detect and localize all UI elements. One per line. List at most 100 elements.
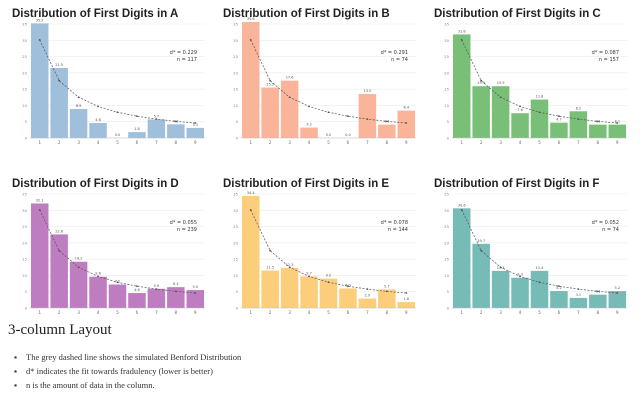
benford-point: [460, 39, 463, 41]
benford-point: [269, 249, 272, 252]
x-tick-label: 1: [38, 310, 41, 315]
n-stat: n = 74: [391, 57, 408, 63]
y-tick-label: 5: [25, 289, 28, 294]
n-stat: n = 239: [177, 227, 197, 233]
y-tick-label: 30: [444, 38, 449, 43]
bar: [147, 119, 166, 138]
x-tick-label: 1: [249, 310, 252, 315]
bar: [186, 290, 205, 308]
bar: [511, 277, 529, 308]
y-tick-label: 10: [22, 273, 27, 278]
benford-point: [577, 118, 580, 121]
chart-title: Distribution of First Digits in B: [223, 8, 390, 20]
bar: [108, 284, 127, 308]
x-tick-label: 1: [249, 140, 252, 145]
x-tick-label: 1: [38, 140, 41, 145]
bar: [241, 195, 260, 308]
x-tick-label: 8: [175, 310, 178, 315]
y-tick-label: 25: [22, 54, 27, 59]
data-label: 5.7: [384, 284, 390, 288]
chart-d-svg: 32.122.614.29.67.24.65.96.45.51234567890…: [22, 192, 205, 315]
data-label: 21.5: [55, 63, 63, 67]
bar: [261, 270, 279, 308]
bar: [69, 109, 88, 138]
benford-point: [366, 288, 369, 291]
benford-point: [136, 115, 138, 118]
bullet-icon: ▪: [14, 366, 18, 376]
x-tick-label: 5: [327, 310, 330, 315]
x-tick-label: 9: [194, 310, 197, 315]
y-tick-label: 0: [25, 306, 28, 311]
y-tick-label: 35: [233, 192, 238, 197]
data-label: 9.6: [95, 272, 101, 276]
y-tick-label: 20: [22, 70, 27, 75]
x-tick-label: 8: [597, 310, 600, 315]
benford-point: [460, 209, 463, 211]
d-star-stat: d* = 0.291: [381, 50, 408, 56]
bar: [128, 293, 146, 308]
x-tick-label: 7: [366, 310, 369, 315]
y-tick-label: 20: [233, 240, 238, 245]
data-label: 30.6: [458, 203, 466, 207]
data-label: 5.5: [192, 285, 198, 289]
benford-point: [136, 285, 138, 288]
x-tick-label: 8: [386, 140, 389, 145]
panel-a: Distribution of First Digits in A 35.2 21…: [4, 2, 209, 152]
n-stat: n = 74: [602, 227, 619, 233]
data-label: 4.7: [556, 118, 562, 122]
x-tick-label: 2: [58, 310, 61, 315]
bar: [280, 80, 299, 138]
n-stat: n = 144: [388, 227, 408, 233]
x-tick-label: 4: [97, 310, 100, 315]
data-label: 22.6: [55, 229, 63, 233]
y-tick-label: 35: [233, 22, 238, 27]
y-tick-label: 5: [447, 289, 450, 294]
bar: [378, 289, 396, 308]
benford-point: [480, 249, 483, 252]
data-label: 9.3: [517, 273, 523, 277]
data-label: 0.0: [115, 133, 121, 137]
panel-d: Distribution of First Digits in D 32.1 22…: [4, 172, 209, 322]
chart-b-svg: 35.615.517.63.20.00.013.54.18.4123456789…: [233, 17, 416, 145]
data-label: 4.1: [614, 120, 620, 124]
x-tick-label: 2: [480, 310, 483, 315]
note-text: The grey dashed line shows the simulated…: [26, 352, 242, 362]
y-tick-label: 35: [444, 192, 449, 197]
x-tick-label: 3: [288, 140, 291, 145]
y-tick-label: 10: [233, 103, 238, 108]
benford-point: [155, 118, 158, 121]
x-tick-label: 5: [327, 140, 330, 145]
benford-point: [116, 281, 119, 284]
notes-list: ▪ The grey dashed line shows the simulate…: [14, 350, 241, 392]
data-label: 4.6: [134, 288, 140, 292]
benford-point: [499, 96, 502, 99]
benford-point: [347, 115, 349, 118]
data-label: 31.8: [458, 29, 466, 33]
bar: [128, 132, 146, 138]
data-label: 5.7: [154, 114, 160, 118]
bullet-icon: ▪: [14, 352, 18, 362]
list-item: ▪ The grey dashed line shows the simulate…: [14, 350, 241, 364]
note-text: n is the amount of data in the column.: [26, 380, 155, 390]
benford-point: [116, 111, 119, 114]
data-label: 8.4: [403, 106, 409, 110]
x-tick-label: 7: [577, 310, 580, 315]
x-tick-label: 7: [155, 140, 158, 145]
benford-point: [558, 115, 560, 118]
bar: [397, 302, 416, 308]
d-star-stat: d* = 0.087: [592, 50, 619, 56]
benford-point: [174, 290, 177, 293]
bar: [167, 287, 185, 308]
y-tick-label: 20: [22, 240, 27, 245]
y-tick-label: 15: [233, 257, 238, 262]
x-tick-label: 7: [366, 140, 369, 145]
y-tick-label: 25: [22, 224, 27, 229]
y-tick-label: 10: [233, 273, 238, 278]
y-tick-label: 30: [233, 208, 238, 213]
x-tick-label: 4: [308, 140, 311, 145]
y-tick-label: 25: [233, 54, 238, 59]
chart-f-svg: 30.619.711.49.311.45.23.14.15.2123456789…: [444, 192, 627, 315]
data-label: 3.1: [576, 293, 582, 297]
benford-point: [77, 266, 80, 269]
benford-point: [249, 209, 252, 211]
